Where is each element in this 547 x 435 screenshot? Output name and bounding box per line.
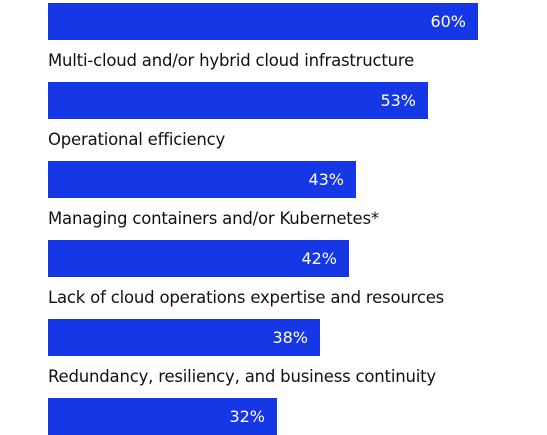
category-label: Operational efficiency: [48, 130, 226, 149]
bar: 53%: [48, 82, 428, 119]
value-label: 38%: [272, 327, 308, 347]
horizontal-bar-chart: 60% Multi-cloud and/or hybrid cloud infra…: [48, 3, 478, 435]
category-label: Redundancy, resiliency, and business con…: [48, 367, 436, 386]
bar: 60%: [48, 3, 478, 40]
value-label: 60%: [430, 11, 466, 31]
category-label: Lack of cloud operations expertise and r…: [48, 288, 445, 307]
bar: 42%: [48, 240, 349, 277]
value-label: 42%: [301, 248, 337, 268]
category-label: Managing containers and/or Kubernetes*: [48, 209, 379, 228]
value-label: 53%: [380, 90, 416, 110]
value-label: 43%: [308, 169, 344, 189]
bar: 32%: [48, 398, 277, 435]
bar: 38%: [48, 319, 320, 356]
bar: 43%: [48, 161, 356, 198]
category-label: Multi-cloud and/or hybrid cloud infrastr…: [48, 51, 415, 70]
value-label: 32%: [229, 406, 265, 426]
